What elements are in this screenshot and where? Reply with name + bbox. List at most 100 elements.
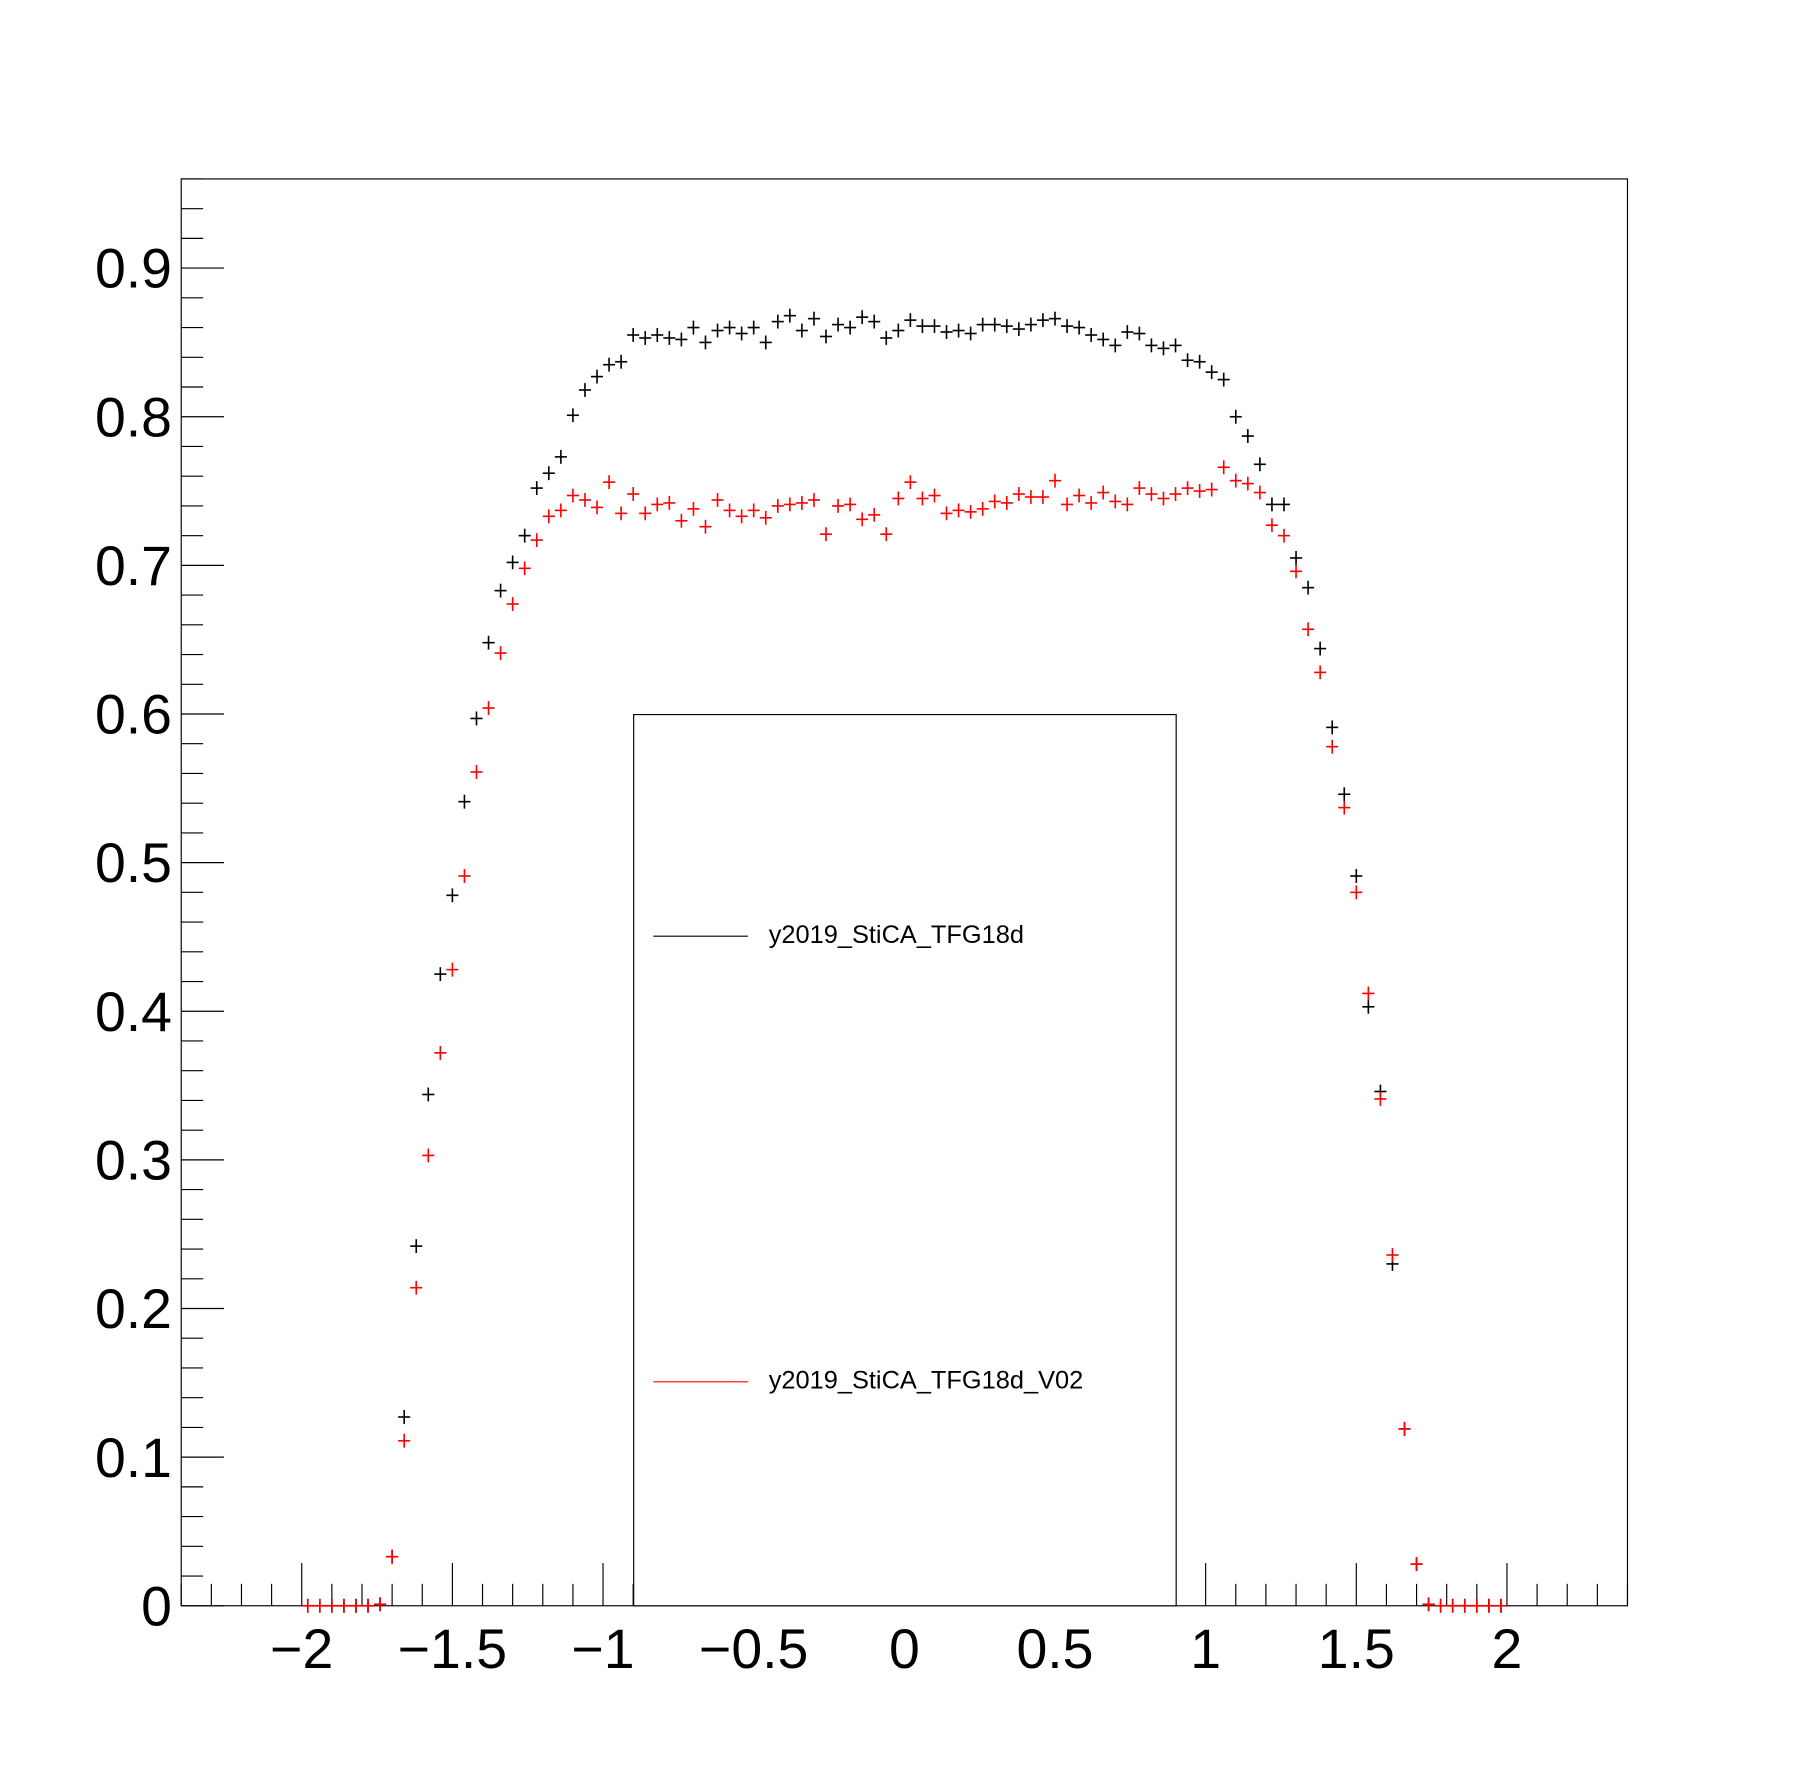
data-point [868,314,881,329]
y-tick-label: 0.7 [95,535,172,597]
data-point [398,1410,411,1424]
data-point [518,561,531,576]
data-point [807,311,820,326]
data-point [434,967,447,982]
data-point [1253,457,1266,472]
data-point [1350,885,1363,900]
data-point [976,501,989,516]
data-point [410,1239,423,1254]
data-point [1121,325,1134,339]
data-point [1073,488,1086,503]
data-point [651,328,664,342]
x-tick-label: 1 [1190,1618,1221,1680]
data-point [615,506,628,521]
data-point [1362,986,1375,1001]
data-point [1109,494,1122,509]
data-point [964,504,977,519]
data-point [1048,311,1062,326]
data-point [807,493,820,507]
data-point [494,646,507,660]
data-point [494,583,507,598]
y-tick-label: 0.3 [95,1130,172,1192]
data-point [759,510,772,525]
data-point [1253,485,1266,500]
data-point [554,503,567,518]
data-point [410,1280,423,1295]
data-point [1121,497,1134,512]
data-point [386,1549,399,1564]
data-point [699,519,712,534]
data-point [530,481,543,496]
data-point [1314,641,1327,656]
data-point [1097,485,1110,500]
data-point [1362,999,1375,1014]
data-point [1012,322,1025,336]
data-point [735,509,748,524]
data-point [374,1597,387,1612]
data-point [844,497,857,512]
data-point [747,503,760,518]
data-point [530,533,543,548]
data-point [988,494,1001,509]
data-point [1277,497,1291,512]
data-point [506,555,519,570]
data-point [651,497,664,512]
data-point [904,313,917,328]
data-point [422,1148,435,1163]
data-point [542,509,555,524]
data-point [1386,1248,1399,1262]
data-point [1326,739,1339,754]
data-point [1205,365,1218,380]
series [301,308,1507,1613]
data-point [1265,497,1278,512]
data-point [795,496,808,510]
data-point [699,335,712,350]
data-point [1350,869,1363,883]
data-point [590,369,604,384]
data-point [578,383,591,397]
y-tick-label: 0.5 [95,832,172,894]
data-point [952,503,965,518]
legend: y2019_StiCA_TFG18d y2019_StiCA_TFG18d_V02 [633,713,1177,1607]
data-point [1302,580,1315,595]
data-point [1241,429,1254,443]
data-point [783,497,796,512]
x-tick-label: −1 [571,1618,634,1680]
data-point [1061,497,1074,512]
data-point [892,491,905,506]
data-point [1097,332,1110,347]
data-point [1494,1598,1507,1613]
data-point [627,328,640,342]
data-point [856,310,869,325]
data-point [795,323,808,338]
data-point [868,507,881,522]
data-point [880,331,893,345]
data-point [446,888,459,903]
data-point [349,1598,362,1613]
data-point [1073,320,1086,335]
data-point [1012,487,1025,501]
data-point [1169,487,1182,501]
x-tick-label: 1.5 [1318,1618,1395,1680]
data-point [627,487,640,501]
x-tick-label: 0 [889,1618,920,1680]
data-point [1482,1598,1495,1613]
data-point [759,335,772,350]
data-point [422,1087,435,1102]
data-point [1133,481,1146,496]
data-point [1338,800,1351,815]
data-point [964,326,977,341]
y-tick-label: 0.8 [95,386,172,448]
data-point [771,498,784,513]
data-point [470,765,483,779]
data-point [446,962,459,977]
data-point [711,323,724,338]
data-point [603,357,616,372]
x-tick-label: 2 [1492,1618,1523,1680]
data-point [687,320,700,335]
data-point [783,308,796,323]
data-point [663,331,676,345]
data-point [1169,338,1182,353]
data-point [1434,1598,1447,1613]
